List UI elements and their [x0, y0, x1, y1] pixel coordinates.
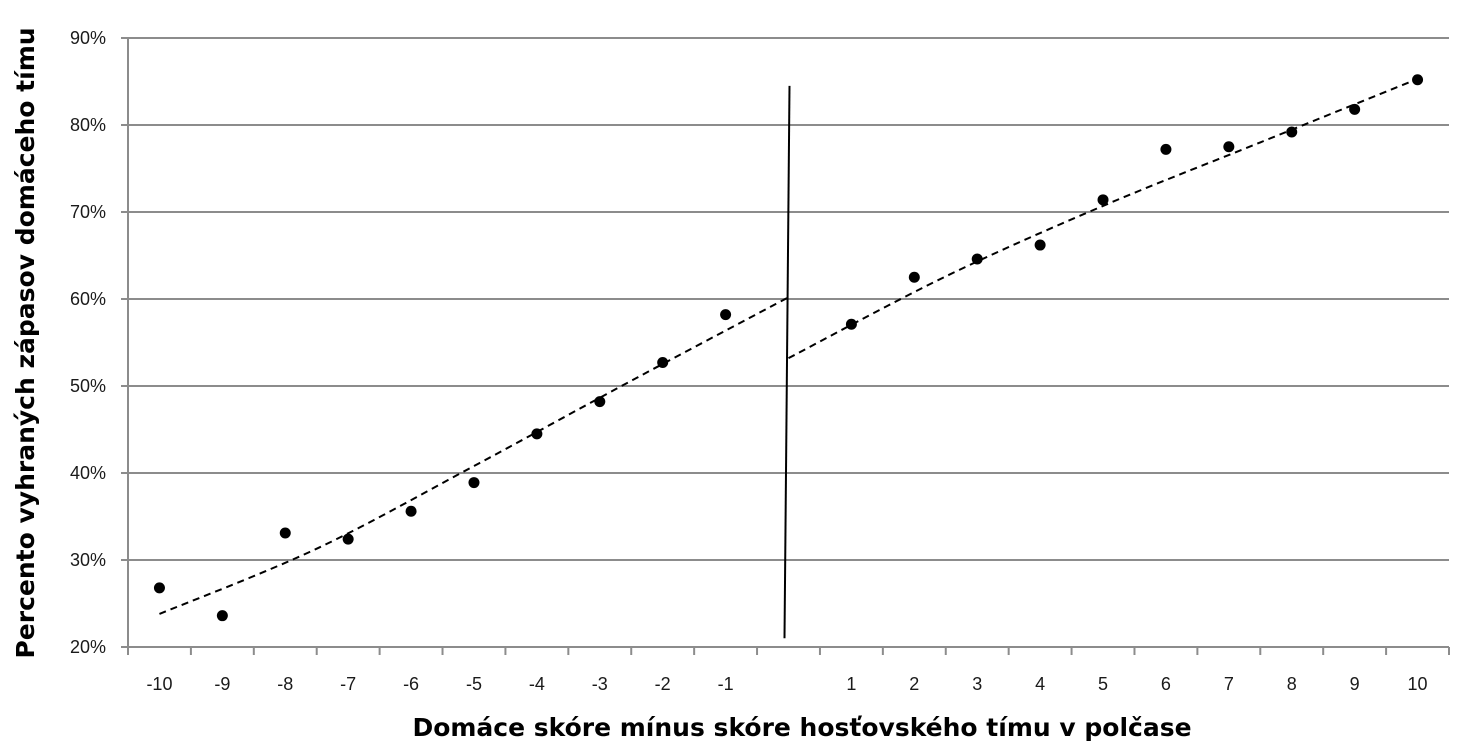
x-tick-label: 7 [1224, 674, 1234, 694]
data-point [1160, 143, 1172, 155]
data-point [1223, 141, 1235, 153]
x-tick-label: 5 [1098, 674, 1108, 694]
x-tick-label: 3 [972, 674, 982, 694]
axes [121, 37, 1450, 655]
data-point [216, 610, 228, 622]
x-tick-label: -10 [146, 674, 172, 694]
x-tick-label: 8 [1287, 674, 1297, 694]
x-tick-label: 10 [1408, 674, 1428, 694]
x-tick-label: -2 [655, 674, 671, 694]
fit-line-right [788, 77, 1418, 360]
x-tick-label: 4 [1035, 674, 1045, 694]
x-tick-label: -3 [592, 674, 608, 694]
data-point [1097, 194, 1109, 206]
data-point [342, 533, 354, 545]
data-point [1034, 239, 1046, 251]
data-point [594, 396, 606, 408]
x-tick-label: -4 [529, 674, 545, 694]
x-tick-label: 1 [846, 674, 856, 694]
x-tick-label: -5 [466, 674, 482, 694]
x-tick-label: -6 [403, 674, 419, 694]
y-tick-label: 50% [70, 376, 106, 396]
data-point [845, 318, 857, 330]
y-tick-labels: 20% 30% 40% 50% 60% 70% 80% 90% [70, 28, 106, 657]
data-point [908, 271, 920, 283]
data-point [657, 357, 669, 369]
data-point [720, 309, 732, 321]
x-tick-label: -9 [214, 674, 230, 694]
data-point [971, 253, 983, 265]
y-tick-label: 90% [70, 28, 106, 48]
data-point [153, 582, 165, 594]
y-tick-label: 20% [70, 637, 106, 657]
data-point [468, 477, 480, 489]
y-tick-label: 80% [70, 115, 106, 135]
y-tick-label: 70% [70, 202, 106, 222]
data-point [531, 428, 543, 440]
data-point [1349, 103, 1361, 115]
x-axis-title: Domáce skóre mínus skóre hosťovského tím… [412, 713, 1191, 742]
x-tick-label: 9 [1350, 674, 1360, 694]
fit-lines [159, 77, 1418, 639]
data-point [1412, 74, 1424, 86]
y-axis-title: Percento vyhraných zápasov domáceho tímu [11, 27, 40, 658]
x-tick-label: 6 [1161, 674, 1171, 694]
data-point [279, 527, 291, 539]
x-tick-label: -1 [718, 674, 734, 694]
y-tick-label: 60% [70, 289, 106, 309]
x-tick-label: -7 [340, 674, 356, 694]
x-tick-labels: -10 -9 -8 -7 -6 -5 -4 -3 -2 -1 1 2 3 4 5 6 7 8 9 10 [146, 674, 1427, 694]
cutoff-line [783, 85, 791, 639]
data-points [153, 74, 1424, 622]
y-tick-label: 40% [70, 463, 106, 483]
data-point [1286, 126, 1298, 138]
y-tick-label: 30% [70, 550, 106, 570]
fit-line-left [159, 296, 789, 615]
data-point [405, 505, 417, 517]
x-tick-label: -8 [277, 674, 293, 694]
x-tick-label: 2 [909, 674, 919, 694]
